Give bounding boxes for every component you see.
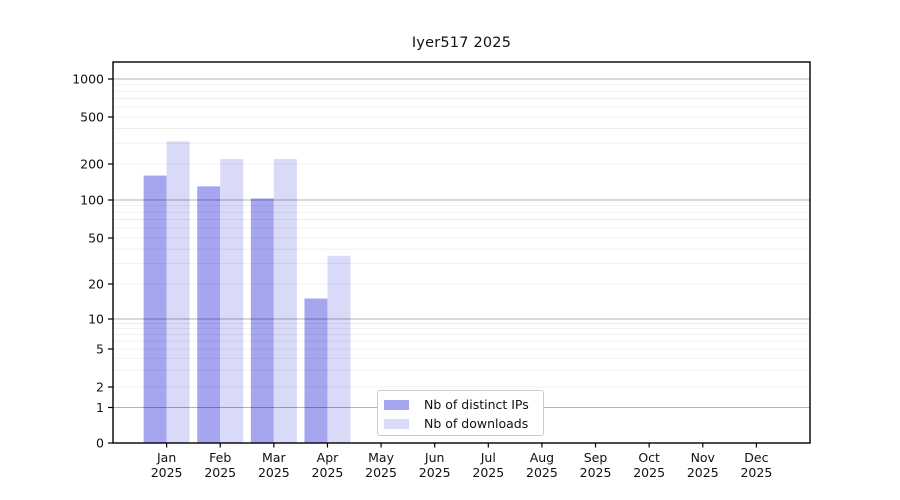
y-axis-tick-label: 100 xyxy=(80,193,104,208)
y-axis-tick-label: 50 xyxy=(88,231,104,246)
x-axis-month-label: Jul xyxy=(480,450,496,465)
x-axis-month-label: Jun xyxy=(424,450,445,465)
legend-swatch xyxy=(384,400,409,410)
x-axis-year-label: 2025 xyxy=(151,465,183,480)
x-axis-year-label: 2025 xyxy=(204,465,236,480)
x-axis-year-label: 2025 xyxy=(580,465,612,480)
x-axis-year-label: 2025 xyxy=(687,465,719,480)
legend-item: Nb of downloads xyxy=(384,415,543,433)
legend-label: Nb of downloads xyxy=(424,416,529,431)
x-axis-month-label: Aug xyxy=(530,450,554,465)
x-axis-year-label: 2025 xyxy=(365,465,397,480)
y-axis-tick-label: 10 xyxy=(88,312,104,327)
x-axis-month-label: May xyxy=(368,450,394,465)
plot-frame xyxy=(112,61,811,444)
legend-item: Nb of distinct IPs xyxy=(384,396,543,414)
x-axis-month-label: Mar xyxy=(262,450,286,465)
y-axis-tick-label: 5 xyxy=(96,342,104,357)
y-axis-tick-label: 0 xyxy=(96,436,104,451)
x-axis-year-label: 2025 xyxy=(633,465,665,480)
y-axis-tick-label: 1 xyxy=(96,400,104,415)
x-axis-year-label: 2025 xyxy=(258,465,290,480)
y-axis-tick-label: 200 xyxy=(80,157,104,172)
x-axis-month-label: Sep xyxy=(584,450,608,465)
x-axis-month-label: Oct xyxy=(638,450,660,465)
bar-distinct-ips-jan xyxy=(143,175,167,443)
bar-downloads-jan xyxy=(166,141,190,443)
bar-distinct-ips-apr xyxy=(304,298,328,443)
x-axis-month-label: Nov xyxy=(691,450,716,465)
bar-downloads-feb xyxy=(220,159,244,443)
legend-swatch xyxy=(384,419,409,429)
legend: Nb of distinct IPs Nb of downloads xyxy=(377,390,544,436)
x-axis-month-label: Feb xyxy=(209,450,231,465)
chart-title: Iyer517 2025 xyxy=(411,35,512,51)
x-axis-year-label: 2025 xyxy=(312,465,344,480)
bar-downloads-apr xyxy=(327,255,351,443)
y-axis-tick-label: 1000 xyxy=(72,72,104,87)
y-axis-tick-label: 500 xyxy=(80,110,104,125)
x-axis-year-label: 2025 xyxy=(526,465,558,480)
x-axis-year-label: 2025 xyxy=(472,465,504,480)
axis-labels-group: 01251020501002005001000Jan2025Feb2025Mar… xyxy=(72,72,772,481)
y-axis-tick-label: 20 xyxy=(88,277,104,292)
bar-distinct-ips-feb xyxy=(197,186,221,443)
bar-distinct-ips-mar xyxy=(250,198,274,443)
x-axis-month-label: Dec xyxy=(744,450,768,465)
bar-downloads-mar xyxy=(273,159,297,443)
axes-frame-group xyxy=(108,61,811,448)
gridlines-group xyxy=(113,78,810,408)
x-axis-month-label: Apr xyxy=(317,450,339,465)
y-axis-tick-label: 2 xyxy=(96,380,104,395)
x-axis-year-label: 2025 xyxy=(740,465,772,480)
x-axis-year-label: 2025 xyxy=(419,465,451,480)
x-axis-month-label: Jan xyxy=(156,450,176,465)
legend-label: Nb of distinct IPs xyxy=(424,397,529,412)
bars-group xyxy=(143,141,351,443)
